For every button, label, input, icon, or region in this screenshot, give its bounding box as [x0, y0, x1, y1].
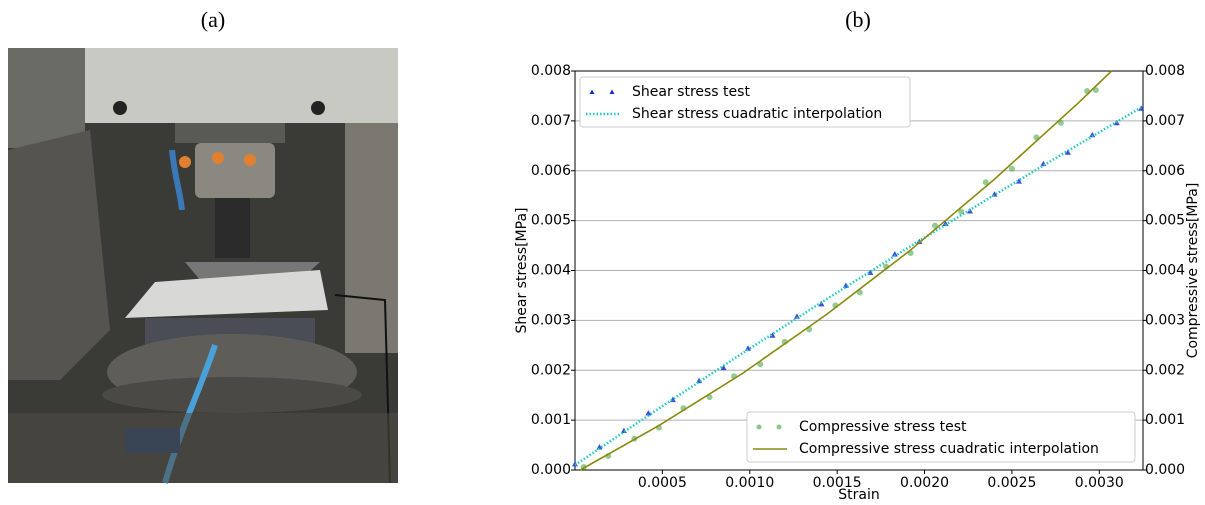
y2-tick-label: 0.001: [1145, 412, 1185, 428]
data-point: [958, 208, 965, 215]
panel-label: (a): [201, 7, 225, 32]
panel-label: (b): [845, 7, 871, 32]
y2-tick-label: 0.008: [1145, 63, 1185, 79]
data-point: [769, 332, 776, 338]
data-point: [1057, 119, 1064, 126]
data-point: [1064, 149, 1071, 155]
tool-holder: [215, 198, 250, 258]
x-axis-label: Strain: [838, 487, 879, 503]
specimen-plate: [125, 270, 328, 318]
y-tick-label: 0.007: [531, 113, 571, 129]
data-point: [793, 313, 800, 319]
y2-tick-label: 0.005: [1145, 213, 1185, 229]
x-tick-label: 0.0015: [813, 475, 862, 491]
legend-marker: [589, 89, 595, 94]
y-tick-label: 0.004: [531, 263, 571, 279]
y-tick-label: 0.001: [531, 412, 571, 428]
bolt: [311, 101, 325, 115]
coolant-hose: [169, 149, 185, 211]
legend-box: [579, 76, 911, 128]
legend-marker: [609, 89, 615, 94]
photo: [8, 48, 398, 484]
y2-tick-label: 0.002: [1145, 362, 1185, 378]
data-point: [645, 410, 652, 416]
y2-tick-label: 0.000: [1145, 462, 1185, 478]
y2-tick-label: 0.004: [1145, 263, 1185, 279]
data-point: [1008, 165, 1015, 172]
data-point: [891, 251, 898, 257]
bolt: [113, 101, 127, 115]
data-point: [1089, 131, 1096, 138]
y-tick-label: 0.005: [531, 213, 571, 229]
chart: 0.000 0.001 0.002 0.003 0.004 0.005 0.006 0.007…: [514, 63, 1201, 503]
y-tick-label: 0.000: [531, 462, 571, 478]
machine-bed: [8, 413, 398, 483]
data-point: [720, 364, 727, 371]
x-tick-label: 0.0020: [900, 475, 949, 491]
legend-label: Compressive stress test: [799, 419, 967, 435]
data-point: [982, 179, 989, 186]
y-tick-label: 0.008: [531, 63, 571, 79]
spindle: [195, 143, 275, 198]
series-line: [579, 70, 1113, 471]
series-line: [574, 106, 1142, 467]
machine-head: [85, 48, 398, 123]
x-tick-label: 0.0010: [725, 475, 774, 491]
nozzle: [179, 156, 191, 168]
y-tick-label: 0.003: [531, 312, 571, 328]
nozzle: [212, 152, 224, 164]
legend-marker: [776, 424, 782, 430]
data-point: [942, 220, 949, 227]
x-tick-label: 0.0005: [638, 475, 687, 491]
machine-side: [345, 123, 398, 353]
legend-label: Shear stress cuadratic interpolation: [632, 106, 882, 122]
y-tick-label: 0.006: [531, 163, 571, 179]
spindle-plate: [175, 123, 285, 143]
y2-tick-label: 0.003: [1145, 312, 1185, 328]
y-tick-label: 0.002: [531, 362, 571, 378]
y2-axis-label: Compressive stress[MPa]: [1185, 183, 1201, 359]
legend-label: Compressive stress cuadratic interpolati…: [799, 441, 1099, 457]
fixture-left: [8, 130, 110, 380]
legend-label: Shear stress test: [632, 84, 750, 100]
legend-marker: [756, 424, 762, 430]
y-axis-label: Shear stress[MPa]: [514, 208, 530, 334]
machine-frame: [8, 48, 85, 148]
x-tick-label: 0.0025: [987, 475, 1036, 491]
x-tick-label: 0.0030: [1075, 475, 1124, 491]
y2-tick-label: 0.007: [1145, 113, 1185, 129]
nozzle: [244, 154, 256, 166]
rotary-table-base: [102, 377, 362, 413]
y2-tick-label: 0.006: [1145, 163, 1185, 179]
legend-box: [746, 411, 1136, 463]
plot-frame: [574, 70, 1144, 471]
